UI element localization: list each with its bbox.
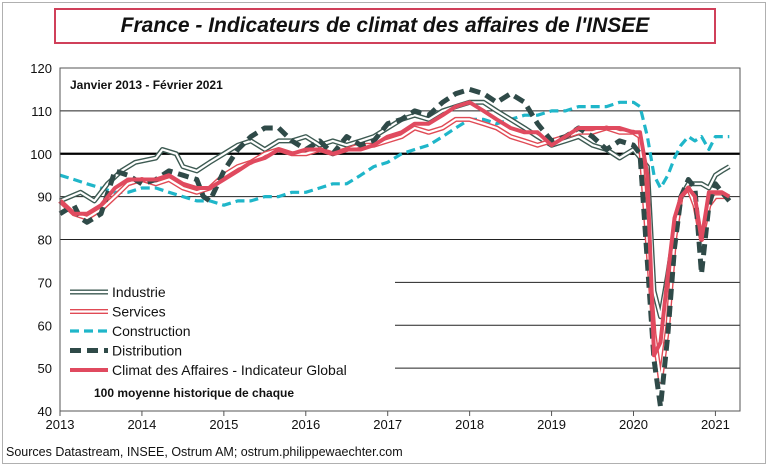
x-tick-label: 2014 xyxy=(127,417,156,432)
legend-background xyxy=(64,283,394,405)
x-tick-label: 2021 xyxy=(701,417,730,432)
x-tick-label: 2017 xyxy=(373,417,402,432)
x-axis-ticks: 2013 2014 2015 2016 2017 2018 2019 2020 2021 xyxy=(46,411,730,432)
series-line-services-inner xyxy=(59,118,730,383)
y-tick-label: 40 xyxy=(38,404,52,419)
legend-label: Industrie xyxy=(112,284,166,300)
y-tick-label: 80 xyxy=(38,233,52,248)
y-tick-label: 50 xyxy=(38,361,52,376)
x-tick-label: 2019 xyxy=(537,417,566,432)
y-tick-label: 90 xyxy=(38,190,52,205)
x-tick-label: 2016 xyxy=(291,417,320,432)
series-layer xyxy=(58,86,732,410)
legend-label: Construction xyxy=(112,323,191,339)
series-line-climat-des-affaires-indicateur-global xyxy=(58,100,731,358)
source-note: Sources Datastream, INSEE, Ostrum AM; os… xyxy=(6,445,403,459)
series-line-construction xyxy=(59,100,730,207)
x-tick-label: 2018 xyxy=(455,417,484,432)
title-box: France - Indicateurs de climat des affai… xyxy=(54,8,716,44)
x-tick-label: 2020 xyxy=(619,417,648,432)
legend-label: Climat des Affaires - Indicateur Global xyxy=(112,362,347,378)
chart-title: France - Indicateurs de climat des affai… xyxy=(120,14,650,37)
y-axis-ticks: 40 50 60 70 80 90 100 110 120 xyxy=(30,61,52,419)
chart-note: 100 moyenne historique de chaque xyxy=(94,386,294,400)
legend-label: Services xyxy=(112,304,166,320)
y-tick-label: 60 xyxy=(38,318,52,333)
y-tick-label: 70 xyxy=(38,275,52,290)
legend-label: Distribution xyxy=(112,343,182,359)
y-tick-label: 110 xyxy=(31,104,52,119)
x-tick-label: 2015 xyxy=(209,417,238,432)
x-tick-label: 2013 xyxy=(46,417,75,432)
gridlines xyxy=(60,110,740,369)
y-tick-label: 100 xyxy=(30,147,52,162)
y-tick-label: 120 xyxy=(30,61,52,76)
chart-subtitle: Janvier 2013 - Février 2021 xyxy=(70,78,223,92)
plot-area-border xyxy=(59,67,741,412)
series-line-industrie-inner xyxy=(59,101,730,318)
legend: Industrie Services Construction Distributio… xyxy=(70,284,347,378)
